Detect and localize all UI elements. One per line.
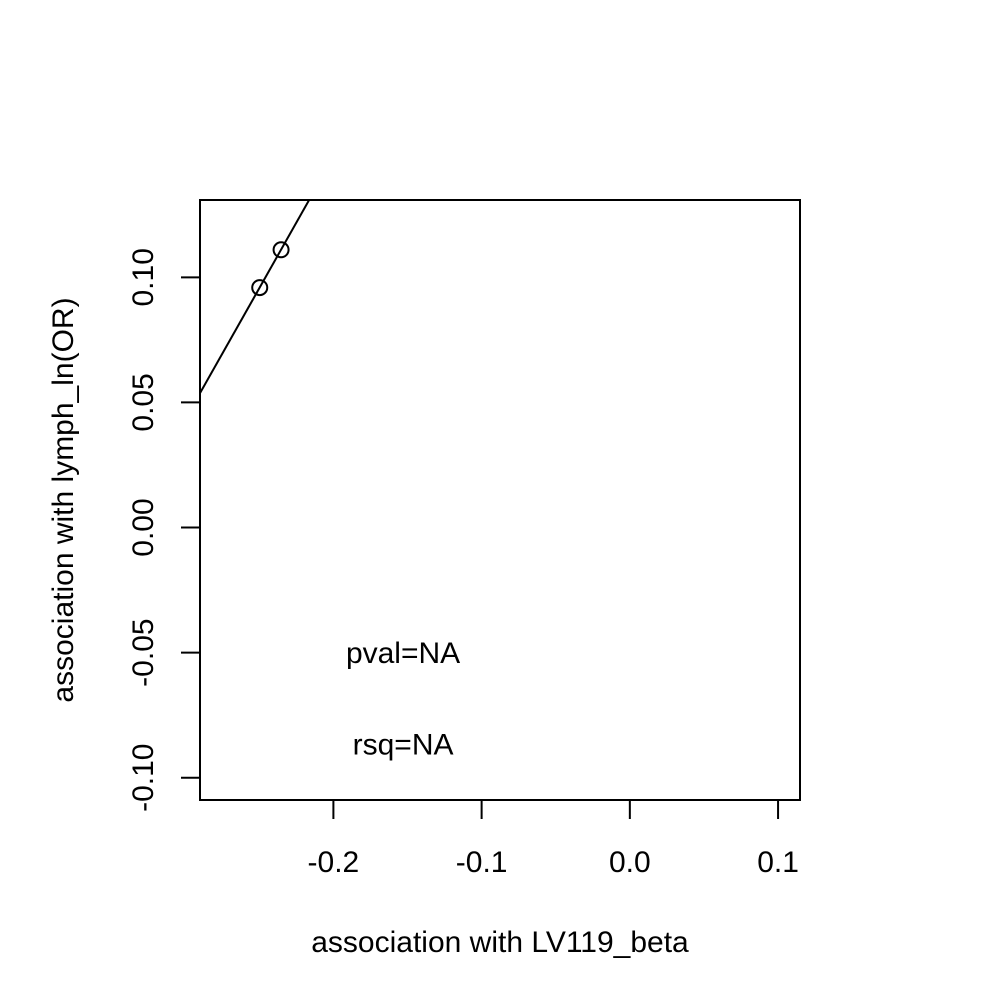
data-point-1	[251, 279, 269, 297]
annotations-layer: pval=NA rsq=NA	[346, 637, 460, 762]
y-tick-label: -0.05	[127, 618, 160, 686]
data-point-2	[272, 241, 290, 259]
points-layer	[251, 241, 290, 297]
fit-line-layer	[200, 200, 311, 394]
x-tick-label: -0.2	[308, 846, 360, 879]
x-axis: -0.2 -0.1 0.0 0.1	[308, 799, 799, 879]
x-axis-label: association with LV119_beta	[311, 926, 689, 959]
fit-line	[200, 200, 311, 394]
x-tick-label: -0.1	[456, 846, 508, 879]
y-tick-label: 0.05	[127, 373, 160, 431]
x-tick-label: 0.1	[757, 846, 799, 879]
y-axis-label: association with lymph_ln(OR)	[47, 297, 80, 702]
y-tick-label: -0.10	[127, 744, 160, 812]
pval-annotation: pval=NA	[346, 637, 460, 670]
x-tick-label: 0.0	[609, 846, 651, 879]
rsq-annotation: rsq=NA	[353, 729, 454, 762]
y-axis: -0.10 -0.05 0.00 0.05 0.10	[127, 248, 201, 812]
y-tick-label: 0.10	[127, 248, 160, 306]
y-tick-label: 0.00	[127, 498, 160, 556]
plot-area-frame	[199, 199, 801, 801]
